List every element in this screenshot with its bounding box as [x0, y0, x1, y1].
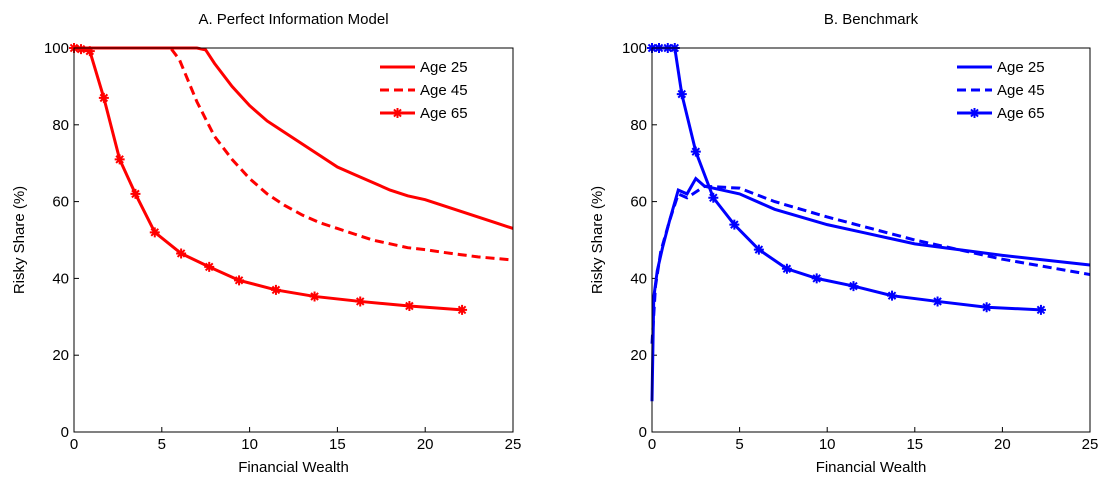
marker	[204, 261, 215, 272]
x-tick-label: 20	[994, 436, 1011, 453]
x-tick-label: 5	[158, 436, 166, 453]
marker	[130, 188, 141, 199]
y-tick-label: 100	[44, 40, 69, 57]
x-tick-label: 15	[329, 436, 346, 453]
y-tick-label: 20	[630, 347, 647, 364]
chart-title: B. Benchmark	[824, 11, 919, 28]
chart-title: A. Perfect Information Model	[198, 11, 388, 28]
legend-label: Age 25	[420, 59, 468, 76]
marker	[781, 263, 792, 274]
marker	[690, 146, 701, 157]
axes-frame	[73, 47, 514, 433]
marker	[98, 92, 109, 103]
x-tick-label: 25	[505, 436, 522, 453]
marker	[981, 302, 992, 313]
marker	[234, 275, 245, 286]
marker	[270, 284, 281, 295]
legend-label: Age 25	[997, 59, 1045, 76]
y-axis-label: Risky Share (%)	[11, 186, 28, 294]
series-line	[650, 184, 1091, 344]
x-tick-label: 25	[1082, 436, 1099, 453]
x-tick-label: 10	[819, 436, 836, 453]
marker	[729, 219, 740, 230]
legend-label: Age 45	[997, 82, 1045, 99]
y-tick-label: 0	[639, 424, 647, 441]
y-tick-label: 100	[622, 40, 647, 57]
marker	[309, 291, 320, 302]
marker	[676, 89, 687, 100]
x-tick-label: 15	[906, 436, 923, 453]
panel: B. Benchmark Financial Wealth Risky Share …	[589, 11, 1098, 476]
series-line	[74, 46, 514, 262]
y-tick-label: 80	[630, 117, 647, 134]
marker	[887, 290, 898, 301]
x-tick-label: 10	[241, 436, 258, 453]
y-tick-label: 80	[52, 117, 69, 134]
marker	[811, 273, 822, 284]
x-axis-label: Financial Wealth	[238, 459, 349, 476]
x-tick-label: 0	[648, 436, 656, 453]
marker	[84, 46, 95, 57]
y-tick-label: 60	[52, 194, 69, 211]
y-tick-label: 0	[61, 424, 69, 441]
x-tick-label: 0	[70, 436, 78, 453]
y-tick-label: 40	[630, 270, 647, 287]
series-line	[652, 46, 1042, 312]
series-line	[73, 46, 463, 312]
marker	[848, 281, 859, 292]
panel: A. Perfect Information Model Financial We…	[11, 11, 521, 476]
x-axis-label: Financial Wealth	[816, 459, 927, 476]
legend-label: Age 65	[997, 105, 1045, 122]
marker	[457, 304, 468, 315]
x-tick-label: 20	[417, 436, 434, 453]
marker	[932, 296, 943, 307]
legend-marker	[969, 108, 980, 118]
y-tick-label: 20	[52, 347, 69, 364]
marker	[176, 248, 187, 259]
marker	[355, 296, 366, 307]
y-tick-label: 60	[630, 194, 647, 211]
legend-label: Age 45	[420, 82, 468, 99]
legend-marker	[392, 108, 403, 118]
marker	[1035, 304, 1046, 315]
y-axis-label: Risky Share (%)	[589, 186, 606, 294]
y-tick-label: 40	[52, 270, 69, 287]
axes-frame	[651, 47, 1091, 433]
x-tick-label: 5	[735, 436, 743, 453]
marker	[149, 227, 160, 238]
marker	[753, 244, 764, 255]
marker	[708, 192, 719, 203]
marker	[404, 301, 415, 312]
marker	[114, 154, 125, 165]
marker	[76, 44, 87, 55]
legend-label: Age 65	[420, 105, 468, 122]
